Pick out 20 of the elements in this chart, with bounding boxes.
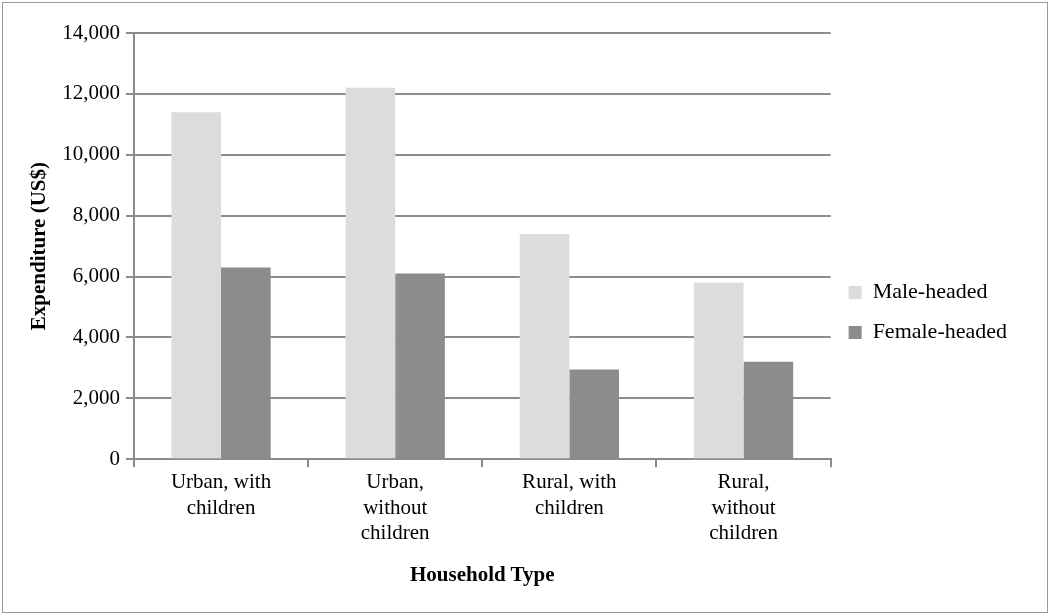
- x-tick-label: Urban, without children: [360, 469, 431, 544]
- x-axis-title: Household Type: [410, 561, 555, 586]
- y-tick-label: 10,000: [62, 141, 120, 166]
- x-tick-label: Rural, without children: [709, 469, 779, 544]
- y-tick-label: 12,000: [62, 80, 120, 105]
- x-tick-label: Urban, with children: [170, 469, 272, 519]
- y-tick-label: 0: [109, 445, 120, 470]
- y-tick-label: 4,000: [72, 323, 120, 348]
- bar: [519, 233, 570, 459]
- y-axis-title: Expenditure (US$): [26, 161, 51, 331]
- y-tick-label: 2,000: [72, 384, 120, 409]
- bar: [693, 282, 744, 459]
- y-tick-label: 6,000: [72, 263, 120, 288]
- bar: [171, 112, 222, 459]
- bar: [345, 87, 396, 459]
- legend-label: Female-headed: [872, 318, 1007, 344]
- x-tick-label: Rural, with children: [522, 469, 618, 519]
- y-tick-label: 8,000: [72, 202, 120, 227]
- y-tick-label: 14,000: [62, 19, 120, 44]
- legend-label: Male-headed: [872, 278, 988, 304]
